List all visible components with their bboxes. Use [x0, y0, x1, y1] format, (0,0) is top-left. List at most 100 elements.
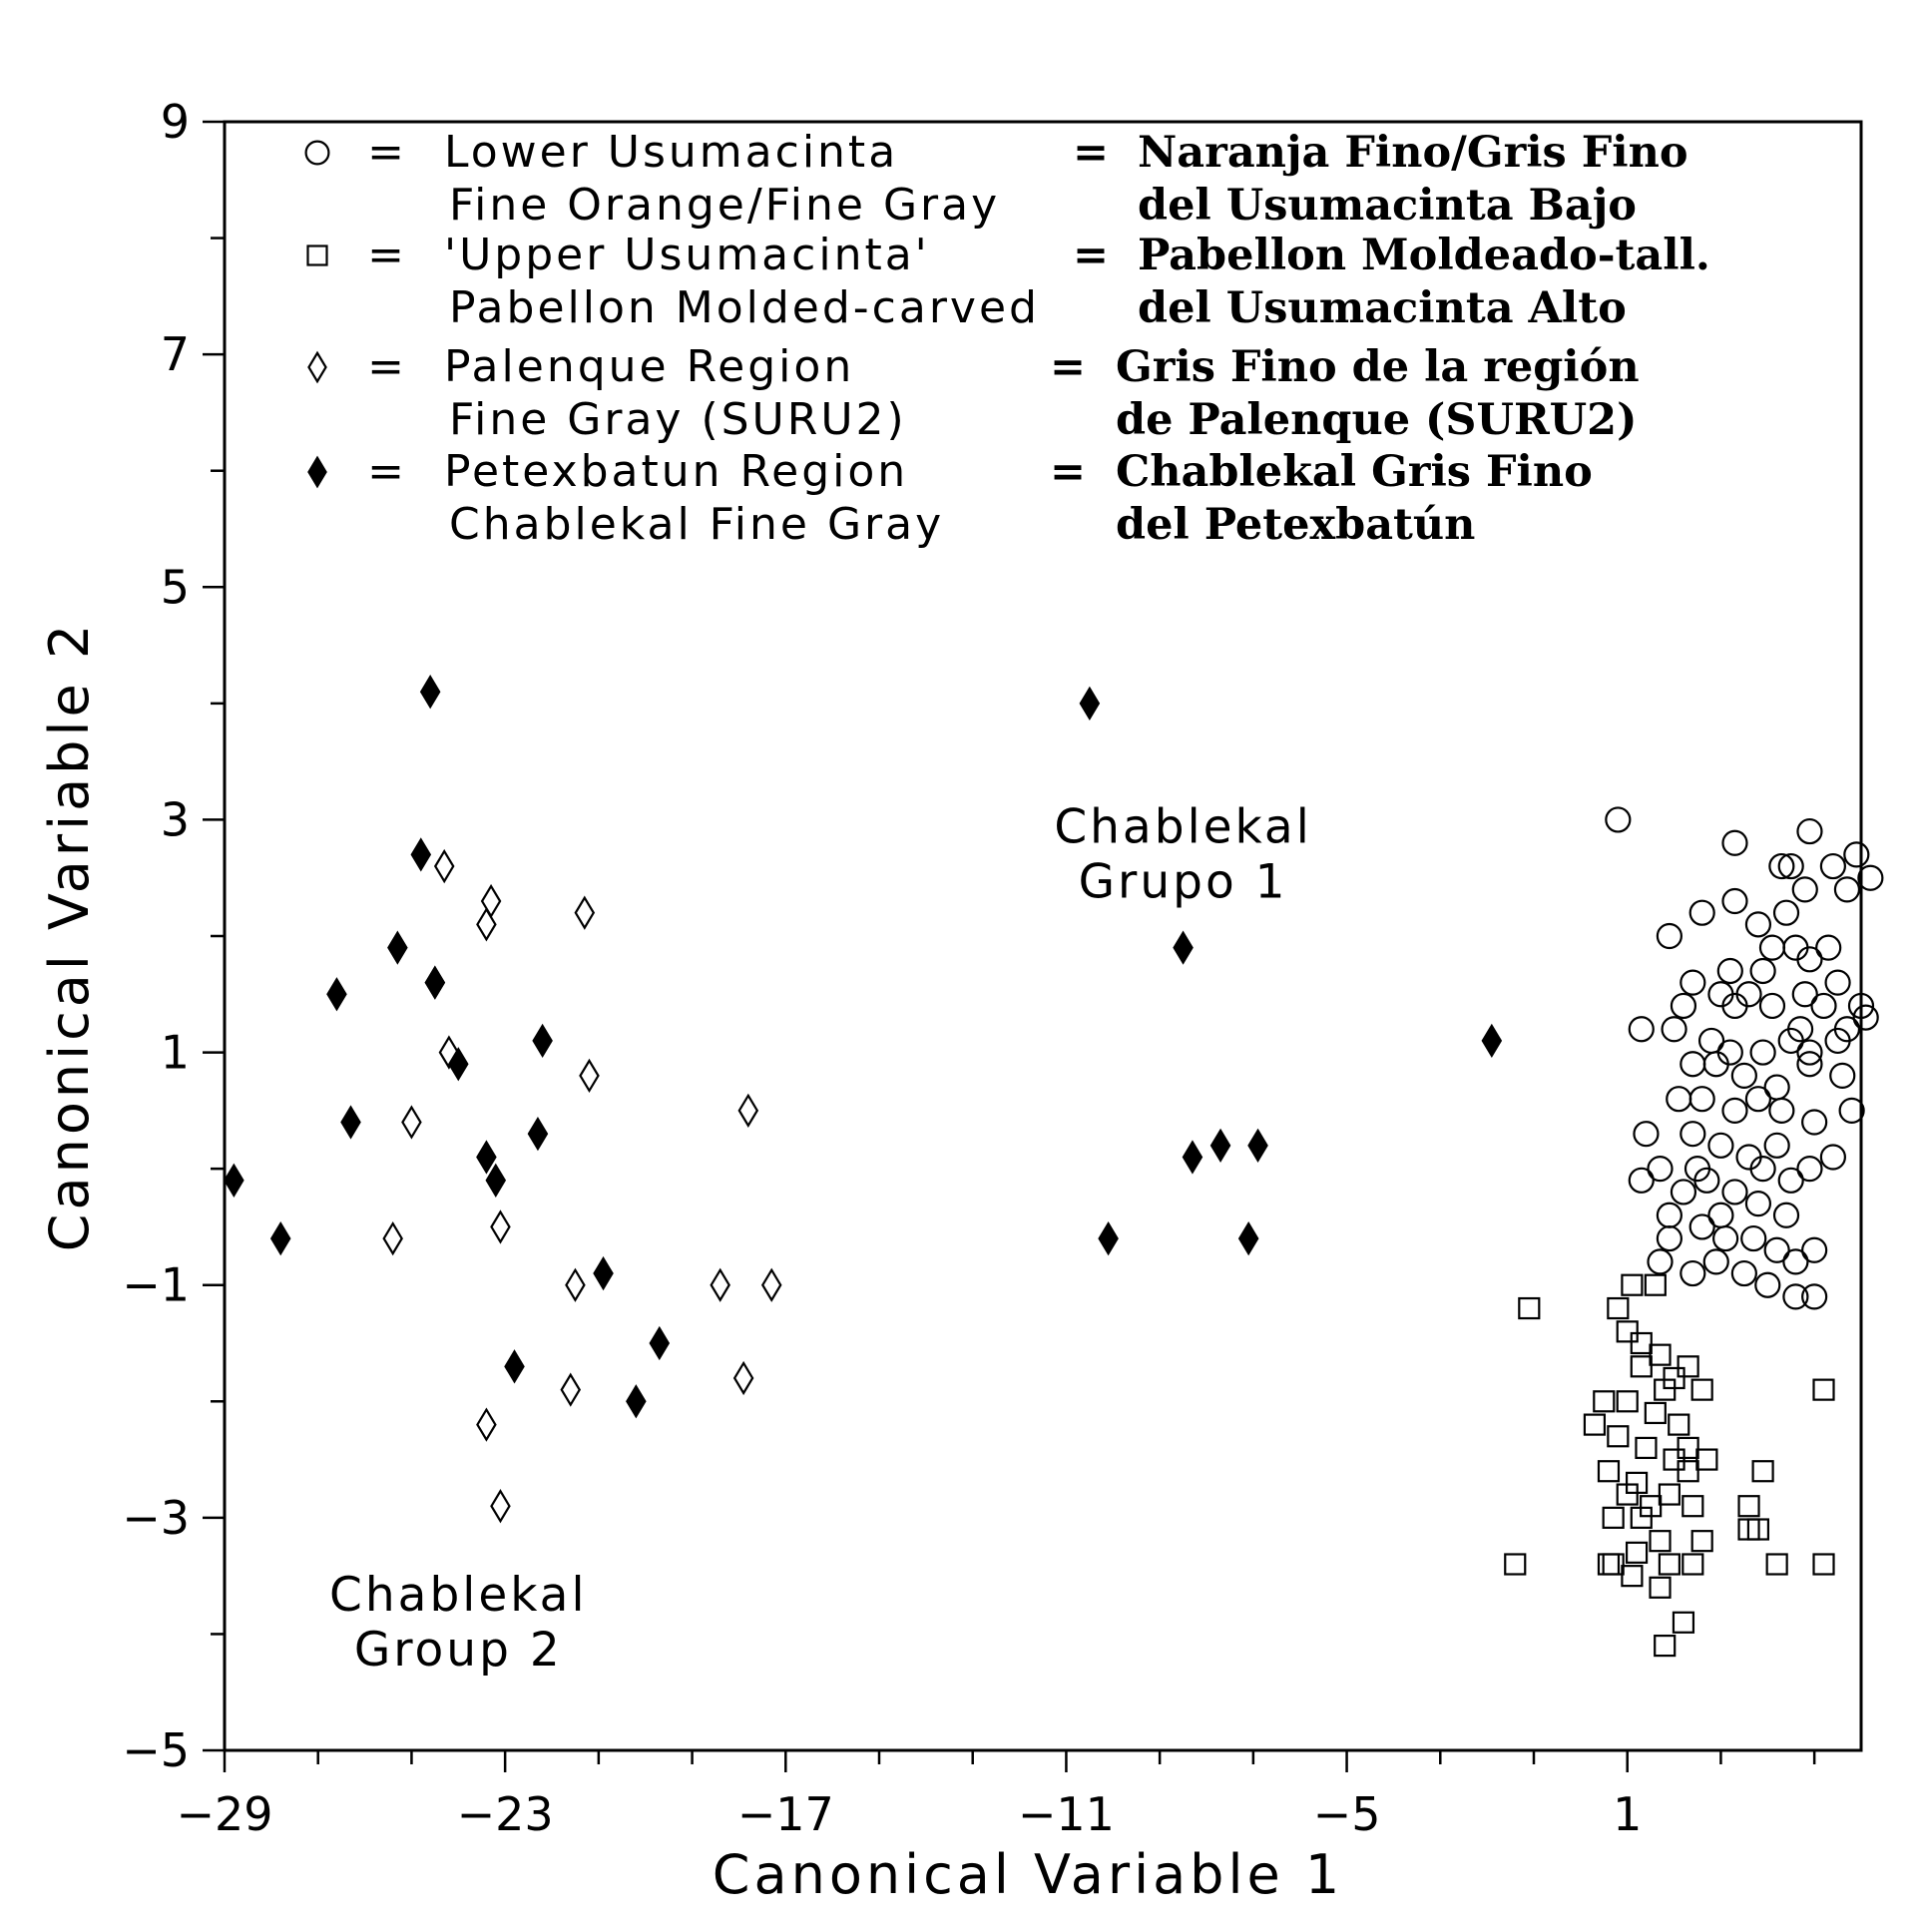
legend-equals: = [1050, 342, 1086, 392]
x-tick-label: −5 [1313, 1787, 1381, 1841]
y-tick-label: −1 [122, 1258, 190, 1312]
diamond-filled-point [1481, 1023, 1503, 1059]
circle-point [1772, 1202, 1800, 1228]
diamond-open-point [382, 1220, 403, 1256]
square-point [1751, 1460, 1774, 1483]
diamond-filled-point [476, 1140, 497, 1175]
circle-point [1744, 1086, 1772, 1113]
square-point [1583, 1413, 1607, 1436]
diamond-open-point [710, 1267, 730, 1302]
square-point [1737, 1518, 1760, 1541]
square-point [1644, 1273, 1667, 1296]
circle-point [1829, 1062, 1856, 1089]
circle-point [1796, 817, 1823, 845]
circle-point [1702, 1248, 1729, 1275]
circle-point [1656, 922, 1683, 950]
legend-equals: = [367, 230, 407, 280]
diamond-open-point [732, 1360, 754, 1396]
circle-point [1716, 957, 1743, 985]
circle-point [1772, 899, 1800, 926]
circle-point [1628, 1167, 1655, 1194]
square-point [1644, 1401, 1667, 1425]
legend-equals: = [367, 127, 407, 178]
diamond-filled-point [1237, 1220, 1259, 1256]
circle-point [1801, 1109, 1828, 1136]
square-point [1654, 1634, 1677, 1658]
cluster-annotation-2: Group 2 [354, 1623, 563, 1678]
y-tick-label: −3 [122, 1491, 190, 1545]
diamond-filled-point [1079, 686, 1101, 721]
square-point [1597, 1553, 1621, 1576]
circle-point [1847, 992, 1875, 1020]
circle-point [1721, 1097, 1748, 1124]
diamond-open-point [476, 907, 497, 942]
diamond-open-point [737, 1093, 759, 1128]
circle-point [1819, 1144, 1846, 1171]
circle-point [1768, 852, 1795, 880]
legend-label-en: Petexbatun Region [444, 446, 908, 497]
legend-label-en: Palenque Region [444, 341, 854, 392]
square-point [1649, 1576, 1672, 1599]
square-point [1668, 1413, 1690, 1436]
diamond-filled-point [504, 1349, 525, 1384]
legend-marker-diamond-open [307, 350, 327, 384]
diamond-filled-point [269, 1220, 291, 1256]
circle-point [1819, 852, 1846, 880]
square-point [1649, 1343, 1672, 1366]
square-point [1695, 1448, 1718, 1471]
square-point [1677, 1355, 1699, 1378]
legend-marker-circle [304, 140, 330, 166]
circle-point [1758, 934, 1786, 961]
legend-label-es: Chablekal Gris Fino [1116, 447, 1593, 497]
diamond-open-point [579, 1058, 600, 1094]
y-axis-label: Canonical Variable 2 [38, 621, 101, 1251]
circle-point [1833, 1016, 1861, 1043]
diamond-filled-point [1173, 930, 1194, 965]
cluster-annotation-2: Grupo 1 [1079, 855, 1288, 910]
circle-point [1796, 1156, 1823, 1183]
square-point [1630, 1331, 1653, 1355]
circle-point [1730, 1062, 1757, 1089]
circle-point [1749, 957, 1776, 985]
square-point [1616, 1483, 1639, 1506]
y-tick-label: 5 [161, 560, 190, 614]
diamond-filled-point [448, 1047, 469, 1082]
circle-point [1796, 946, 1823, 973]
legend-label-es-2: del Usumacinta Bajo [1138, 181, 1637, 231]
square-point [1737, 1495, 1760, 1518]
circle-point [1758, 992, 1786, 1020]
circle-point [1786, 1016, 1814, 1043]
square-point [1597, 1460, 1621, 1483]
circle-point [1768, 1097, 1795, 1124]
square-point [1602, 1553, 1625, 1576]
legend-label-en-2: Fine Orange/Fine Gray [449, 180, 1000, 231]
circle-point [1782, 1248, 1809, 1275]
legend-equals: = [1050, 447, 1086, 497]
circle-point [1740, 1224, 1767, 1252]
square-point [1649, 1530, 1672, 1553]
square-point [1682, 1553, 1704, 1576]
circle-point [1744, 911, 1772, 938]
legend-label-en-2: Chablekal Fine Gray [449, 499, 944, 550]
diamond-open-point [438, 1035, 460, 1070]
circle-point [1605, 806, 1632, 833]
square-point [1607, 1425, 1630, 1448]
circle-point [1680, 1259, 1706, 1287]
circle-point [1791, 981, 1818, 1008]
diamond-filled-point [626, 1384, 647, 1419]
diamond-open-point [565, 1267, 586, 1302]
legend-equals: = [367, 341, 407, 392]
data-points [224, 675, 1884, 1658]
square-point [1812, 1553, 1835, 1576]
circle-point [1683, 1156, 1711, 1183]
circle-point [1763, 1132, 1790, 1159]
square-point [1765, 1553, 1788, 1576]
circle-point [1647, 1248, 1674, 1275]
diamond-filled-point [410, 837, 432, 872]
square-point [1621, 1273, 1644, 1296]
legend-label-es: Gris Fino de la región [1116, 342, 1640, 392]
circle-point [1730, 1259, 1757, 1287]
circle-point [1697, 1027, 1725, 1055]
diamond-filled-point [1247, 1128, 1268, 1163]
